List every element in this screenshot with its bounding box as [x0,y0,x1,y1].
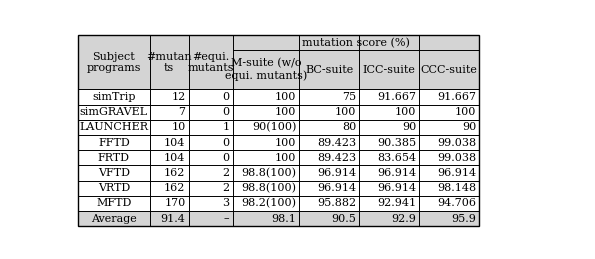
Text: 98.8(100): 98.8(100) [241,183,296,193]
Text: mutation score (%): mutation score (%) [302,38,410,48]
Text: 96.914: 96.914 [377,183,416,193]
Text: 92.9: 92.9 [391,213,416,224]
Text: 0: 0 [222,138,229,148]
Text: 162: 162 [164,168,186,178]
Text: FFTD: FFTD [98,138,130,148]
Text: 0: 0 [222,107,229,117]
Text: 98.1: 98.1 [271,213,296,224]
Text: 10: 10 [171,122,186,132]
Text: #mutan
ts: #mutan ts [146,52,192,73]
Text: 100: 100 [275,138,296,148]
Text: 90: 90 [462,122,476,132]
Text: Subject
programs: Subject programs [86,52,141,73]
Bar [78,211,479,226]
Text: simTrip: simTrip [92,92,136,102]
Text: 98.8(100): 98.8(100) [241,168,296,178]
Text: 91.667: 91.667 [437,92,476,102]
Text: 1: 1 [222,122,229,132]
Text: 95.9: 95.9 [451,213,476,224]
Text: 3: 3 [222,198,229,208]
Text: MFTD: MFTD [96,198,131,208]
Text: 89.423: 89.423 [317,153,356,163]
Text: 75: 75 [342,92,356,102]
Text: 2: 2 [222,168,229,178]
Text: 162: 162 [164,183,186,193]
Text: 99.038: 99.038 [437,153,476,163]
Text: 96.914: 96.914 [317,168,356,178]
Bar [78,35,479,226]
Text: #equi.
mutants: #equi. mutants [187,52,234,73]
Text: 96.914: 96.914 [317,183,356,193]
Text: 100: 100 [275,153,296,163]
Text: 98.148: 98.148 [437,183,476,193]
Text: ICC-suite: ICC-suite [363,64,416,75]
Text: 95.882: 95.882 [317,198,356,208]
Text: 100: 100 [275,92,296,102]
Text: 104: 104 [164,138,186,148]
Text: 90.385: 90.385 [377,138,416,148]
Text: 0: 0 [222,92,229,102]
Text: –: – [224,213,229,224]
Text: 89.423: 89.423 [317,138,356,148]
Text: 0: 0 [222,153,229,163]
Text: 90: 90 [402,122,416,132]
Text: CCC-suite: CCC-suite [421,64,478,75]
Text: 80: 80 [342,122,356,132]
Text: VFTD: VFTD [98,168,130,178]
Text: 100: 100 [335,107,356,117]
Text: 100: 100 [394,107,416,117]
Text: BC-suite: BC-suite [305,64,353,75]
Text: 2: 2 [222,183,229,193]
Text: simGRAVEL: simGRAVEL [80,107,148,117]
Text: 99.038: 99.038 [437,138,476,148]
Text: LAUNCHER: LAUNCHER [79,122,148,132]
Text: 12: 12 [171,92,186,102]
Text: 170: 170 [164,198,186,208]
Text: 91.667: 91.667 [377,92,416,102]
Text: 90(100): 90(100) [252,122,296,132]
Text: 90.5: 90.5 [331,213,356,224]
Text: VRTD: VRTD [98,183,130,193]
Text: 96.914: 96.914 [377,168,416,178]
Text: M-suite (w/o
equi. mutants): M-suite (w/o equi. mutants) [225,58,307,81]
Text: FRTD: FRTD [98,153,130,163]
Text: 94.706: 94.706 [437,198,476,208]
Text: 92.941: 92.941 [377,198,416,208]
Text: 104: 104 [164,153,186,163]
Text: 98.2(100): 98.2(100) [241,198,296,208]
Text: 100: 100 [275,107,296,117]
Text: 91.4: 91.4 [161,213,186,224]
Bar [78,35,479,89]
Text: 83.654: 83.654 [377,153,416,163]
Text: 96.914: 96.914 [437,168,476,178]
Text: 7: 7 [178,107,186,117]
Text: 100: 100 [455,107,476,117]
Text: Average: Average [91,213,137,224]
